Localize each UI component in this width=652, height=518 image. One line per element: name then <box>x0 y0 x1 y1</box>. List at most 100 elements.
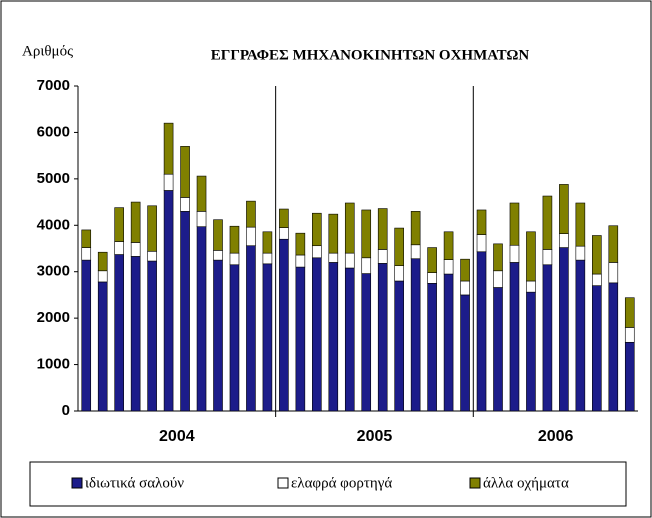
x-group-label: 2006 <box>538 428 574 445</box>
bar-segment <box>130 201 141 243</box>
bar-segment <box>147 260 157 412</box>
bar-segment <box>196 226 207 412</box>
bar-segment <box>114 254 124 412</box>
bar-segment <box>575 245 586 261</box>
bar-segment <box>213 219 223 251</box>
y-tick-label: 5000 <box>37 170 70 187</box>
bar-segment <box>229 252 240 266</box>
bar-segment <box>575 259 586 412</box>
legend-swatch <box>469 477 481 489</box>
bar-segment <box>410 244 421 260</box>
bar-segment <box>361 209 372 259</box>
y-tick-label: 4000 <box>37 216 70 233</box>
bar-segment <box>410 211 421 246</box>
bar-segment <box>410 258 421 412</box>
bar-segment <box>559 184 569 234</box>
bar-segment <box>443 259 454 275</box>
bar-segment <box>213 259 223 412</box>
y-axis-label: Αριθμός <box>22 43 73 59</box>
bar-segment <box>394 280 404 412</box>
bar-segment <box>460 258 470 282</box>
bar-segment <box>312 257 322 412</box>
bar-segment <box>542 195 553 250</box>
bar-segment <box>526 291 536 412</box>
bar-segment <box>608 282 619 412</box>
bar-segment <box>526 280 536 293</box>
bar-segment <box>147 250 157 262</box>
bar-segment <box>262 252 273 265</box>
bar-segment <box>493 243 503 272</box>
bar-segment <box>361 257 372 274</box>
bar-segment <box>213 250 223 261</box>
bar-segment <box>608 225 619 263</box>
legend <box>29 461 627 507</box>
bar-segment <box>328 262 339 412</box>
y-tick-label: 1000 <box>37 356 70 373</box>
bar-segment <box>163 173 174 191</box>
bar-segment <box>180 211 190 412</box>
bar-segment <box>262 231 273 254</box>
bar-segment <box>608 262 619 284</box>
bar-segment <box>443 273 454 412</box>
y-tick-label: 6000 <box>37 123 70 140</box>
bar-segment <box>196 211 207 227</box>
bar-segment <box>559 233 569 248</box>
y-tick-label: 7000 <box>37 77 70 94</box>
bar-segment <box>279 238 289 412</box>
bar-segment <box>246 226 256 247</box>
bar-segment <box>377 249 388 264</box>
x-group-label: 2005 <box>357 428 393 445</box>
bar-segment <box>394 265 404 282</box>
bar-segment <box>279 208 289 228</box>
bar-segment <box>81 229 92 248</box>
y-tick-label: 3000 <box>37 263 70 280</box>
bar-segment <box>460 294 470 412</box>
bar-segment <box>509 262 520 412</box>
bar-segment <box>592 235 602 275</box>
bar-segment <box>279 227 289 240</box>
bar-segment <box>344 252 355 269</box>
bar-segment <box>328 213 339 254</box>
bar-segment <box>312 245 322 259</box>
bar-segment <box>246 245 256 412</box>
bar-segment <box>246 200 256 228</box>
bar-segment <box>377 263 388 412</box>
bar-segment <box>295 254 306 268</box>
bar-segment <box>344 202 355 254</box>
bar-segment <box>493 287 503 412</box>
bar-segment <box>163 122 174 175</box>
bar-segment <box>114 207 124 242</box>
y-tick-label: 2000 <box>37 309 70 326</box>
bar-segment <box>493 270 503 288</box>
bar-segment <box>624 297 635 328</box>
legend-label: ιδιωτικά σαλούν <box>85 475 184 491</box>
bar-segment <box>460 280 470 296</box>
legend-label: ελαφρά φορτηγά <box>291 475 392 491</box>
bar-segment <box>427 283 437 412</box>
bar-segment <box>542 264 553 412</box>
bar-segment <box>509 244 520 263</box>
bar-segment <box>427 247 437 273</box>
bar-segment <box>229 264 240 412</box>
bar-segment <box>180 197 190 212</box>
bar-segment <box>476 251 487 412</box>
bar-segment <box>229 225 240 254</box>
bar-segment <box>97 270 108 283</box>
bar-segment <box>575 202 586 247</box>
bar-segment <box>526 231 536 282</box>
bar-segment <box>130 256 141 412</box>
bar-segment <box>130 242 141 257</box>
bar-segment <box>559 247 569 412</box>
bar-segment <box>196 175 207 212</box>
legend-label: άλλα οχήματα <box>483 475 569 491</box>
bar-segment <box>328 252 339 263</box>
bar-segment <box>427 272 437 284</box>
chart-title: ΕΓΓΡΑΦΕΣ ΜΗΧΑΝΟΚΙΝΗΤΩΝ ΟΧΗΜΑΤΩΝ <box>211 47 530 63</box>
bar-segment <box>114 241 124 255</box>
bar-segment <box>361 273 372 412</box>
bar-segment <box>262 263 273 412</box>
bar-segment <box>180 146 190 198</box>
bar-segment <box>312 212 322 247</box>
bar-segment <box>81 259 92 412</box>
